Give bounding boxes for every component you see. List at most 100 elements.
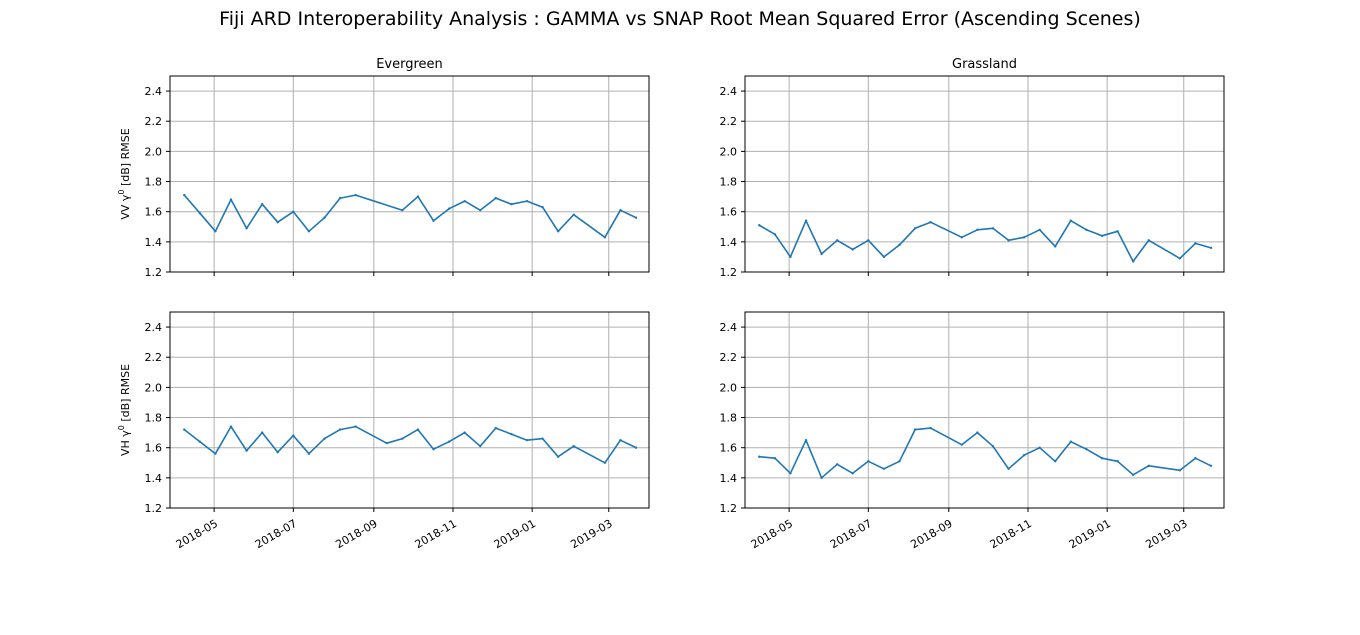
data-point (1116, 460, 1119, 463)
y-tick-label: 1.6 (145, 442, 163, 455)
y-tick-label: 1.2 (145, 266, 163, 279)
panel-title: Grassland (952, 57, 1017, 72)
data-point (603, 236, 607, 239)
y-tick-label: 1.8 (145, 176, 163, 189)
subplot-2: 1.2 1.4 1.6 1.8 2.0 2.2 2.4 Grassland (720, 57, 1225, 279)
x-tick-label: 2018-07 (253, 517, 299, 551)
subplot-4: 2018-05 2018-07 2018-09 2018-11 2019-01 2019-… (720, 311, 1225, 551)
data-point (1209, 246, 1213, 250)
data-point (198, 440, 202, 443)
data-point (758, 224, 761, 227)
data-point (556, 230, 560, 233)
subplot-1: 1.2 1.4 1.6 1.8 2.0 2.2 2.4 Evergreen VV γ0 [dB]… (117, 57, 650, 279)
data-point (541, 437, 544, 440)
data-point (851, 248, 854, 251)
data-point (1038, 446, 1041, 449)
data-point (323, 216, 326, 219)
series-line (759, 427, 1212, 479)
x-tick-label: 2018-07 (828, 517, 874, 551)
x-tick-label: 2018-09 (908, 517, 954, 551)
y-tick-label: 2.2 (145, 351, 163, 364)
data-point (603, 461, 607, 464)
data-point (1194, 457, 1197, 460)
data-point (463, 431, 466, 434)
data-point (835, 463, 839, 466)
y-tick-label: 1.4 (720, 236, 738, 249)
data-point (214, 230, 217, 233)
data-point (307, 452, 311, 455)
plot-frame (169, 75, 650, 273)
data-point (1007, 467, 1010, 470)
data-point (804, 219, 808, 222)
data-point (634, 216, 638, 219)
data-point (1069, 440, 1073, 443)
data-point (1178, 469, 1182, 472)
plot-frame (744, 75, 1225, 273)
panel-title: Evergreen (376, 57, 443, 72)
data-point (354, 193, 357, 197)
data-point (976, 431, 979, 434)
data-point (1147, 464, 1150, 467)
data-point (416, 428, 420, 431)
data-point (572, 213, 575, 216)
y-tick-label: 2.2 (145, 115, 163, 128)
data-point (773, 457, 777, 460)
series-line (758, 219, 1212, 263)
data-point (1100, 457, 1104, 460)
y-tick-label: 1.6 (720, 206, 738, 219)
data-point (758, 455, 761, 458)
subplot-3: 2018-05 2018-07 2018-09 2018-11 2019-01 2019-… (117, 311, 650, 551)
data-point (183, 193, 186, 197)
data-point (820, 252, 823, 256)
x-tick-label: 2019-01 (492, 517, 538, 551)
data-point (820, 476, 823, 480)
data-point (401, 437, 404, 440)
x-tick-label: 2019-03 (1143, 517, 1189, 551)
data-point (245, 227, 248, 230)
y-tick-label: 2.0 (145, 145, 163, 158)
y-tick-label: 2.4 (720, 321, 738, 334)
data-point (1178, 257, 1182, 260)
data-point (789, 472, 792, 475)
data-point (1116, 230, 1119, 233)
data-point (835, 239, 839, 242)
data-point (338, 428, 342, 431)
data-point (479, 208, 482, 212)
figure-title: Fiji ARD Interoperability Analysis : GAM… (219, 8, 1141, 30)
data-point (494, 196, 498, 200)
data-point (229, 425, 233, 428)
data-point (354, 425, 357, 428)
y-tick-label: 1.4 (720, 472, 738, 485)
data-point (510, 202, 513, 206)
data-point (867, 239, 870, 242)
data-point (260, 431, 264, 434)
y-axis-label: VH γ0 [dB] RMSE (117, 364, 132, 456)
data-point (276, 451, 279, 454)
data-point (447, 207, 451, 210)
data-point (1007, 239, 1010, 242)
y-tick-label: 1.2 (720, 266, 738, 279)
data-point (276, 221, 279, 224)
data-point (1085, 448, 1088, 451)
data-point (416, 195, 420, 198)
series-line (183, 425, 637, 464)
y-tick-label: 1.8 (720, 176, 738, 189)
data-point (619, 438, 622, 442)
y-tick-label: 1.2 (720, 502, 738, 515)
data-point (198, 212, 202, 215)
data-point (447, 440, 451, 443)
data-point (385, 441, 388, 445)
y-tick-label: 2.0 (145, 381, 163, 394)
x-tick-label: 2018-11 (988, 517, 1034, 551)
data-point (1022, 454, 1026, 457)
y-tick-label: 2.0 (720, 381, 738, 394)
data-point (245, 449, 248, 452)
data-point (1085, 228, 1088, 231)
data-point (260, 202, 264, 206)
data-point (432, 219, 435, 222)
x-tick-label: 2018-09 (333, 517, 379, 551)
data-point (292, 210, 295, 213)
y-tick-label: 1.6 (720, 442, 738, 455)
y-tick-label: 1.8 (145, 412, 163, 425)
